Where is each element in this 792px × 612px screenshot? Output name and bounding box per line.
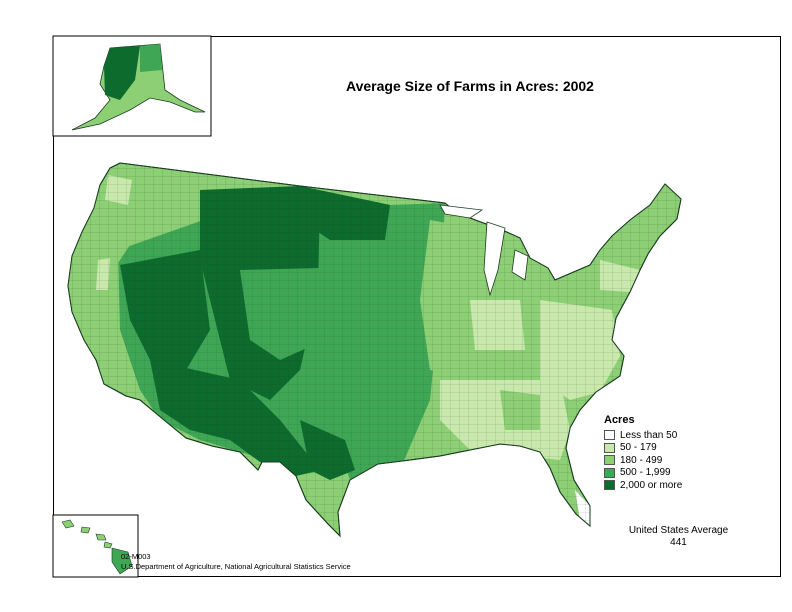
map-code: 02-M003 (121, 552, 151, 561)
us-average: United States Average 441 (626, 525, 731, 549)
us-average-label: United States Average (628, 525, 729, 536)
legend-swatch (604, 480, 615, 491)
legend-label: 50 - 179 (620, 442, 657, 454)
legend-item: 50 - 179 (604, 442, 682, 455)
lake-huron-shape (511, 249, 529, 281)
lake-michigan-shape (483, 221, 506, 297)
legend-label: Less than 50 (620, 429, 678, 441)
alaska-inset (52, 35, 212, 137)
legend-label: 500 - 1,999 (620, 467, 671, 479)
legend-item: 180 - 499 (604, 454, 682, 467)
legend-item: 500 - 1,999 (604, 467, 682, 480)
hawaii-inset (52, 514, 139, 578)
us-map (67, 162, 682, 537)
legend-item: Less than 50 (604, 429, 682, 442)
legend-swatch (604, 442, 615, 453)
legend-swatch (604, 467, 615, 478)
legend-label: 2,000 or more (620, 479, 683, 491)
legend: Acres Less than 50 50 - 179 180 - 499 50… (604, 414, 682, 492)
source-credit: 02-M003 U.S.Department of Agriculture, N… (121, 552, 351, 572)
lake-superior-shape (439, 204, 484, 219)
legend-title: Acres (604, 414, 635, 426)
map-title: Average Size of Farms in Acres: 2002 (346, 78, 594, 94)
legend-label: 180 - 499 (620, 454, 663, 466)
legend-item: 2,000 or more (604, 479, 682, 492)
legend-swatch (604, 430, 615, 441)
legend-swatch (604, 455, 615, 466)
source-text: U.S.Department of Agriculture, National … (121, 562, 351, 571)
us-average-value: 441 (670, 537, 687, 548)
